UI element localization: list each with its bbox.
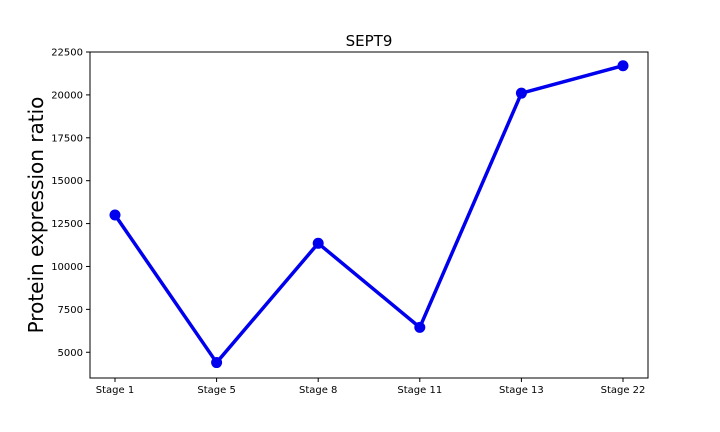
y-tick-label: 10000 xyxy=(51,262,83,273)
y-tick-label: 20000 xyxy=(51,90,83,101)
x-tick-label: Stage 11 xyxy=(397,385,442,396)
series-layer xyxy=(109,60,629,369)
x-axis: Stage 1 Stage 5 Stage 8 Stage 11 Stage 13 Sta… xyxy=(96,378,646,396)
chart-title: SEPT9 xyxy=(346,32,393,50)
data-point xyxy=(109,209,121,221)
y-tick-label: 7500 xyxy=(58,305,83,316)
data-point xyxy=(312,237,324,249)
y-tick-label: 15000 xyxy=(51,176,83,187)
data-point xyxy=(617,60,629,72)
y-axis: 5000 7500 10000 12500 15000 17500 20000 22500 xyxy=(51,48,90,359)
y-tick-label: 12500 xyxy=(51,219,83,230)
data-point xyxy=(211,357,223,369)
y-tick-label: 5000 xyxy=(58,348,83,359)
plot-frame xyxy=(89,51,649,379)
y-axis-label: Protein expression ratio xyxy=(24,97,48,334)
x-tick-label: Stage 1 xyxy=(96,385,134,396)
data-point xyxy=(414,321,426,333)
x-tick-label: Stage 8 xyxy=(299,385,337,396)
series-line xyxy=(113,63,625,365)
x-tick-label: Stage 13 xyxy=(499,385,544,396)
y-tick-label: 22500 xyxy=(51,48,83,59)
y-tick-label: 17500 xyxy=(51,133,83,144)
x-tick-label: Stage 5 xyxy=(197,385,235,396)
x-tick-label: Stage 22 xyxy=(601,385,646,396)
data-point xyxy=(515,87,527,99)
